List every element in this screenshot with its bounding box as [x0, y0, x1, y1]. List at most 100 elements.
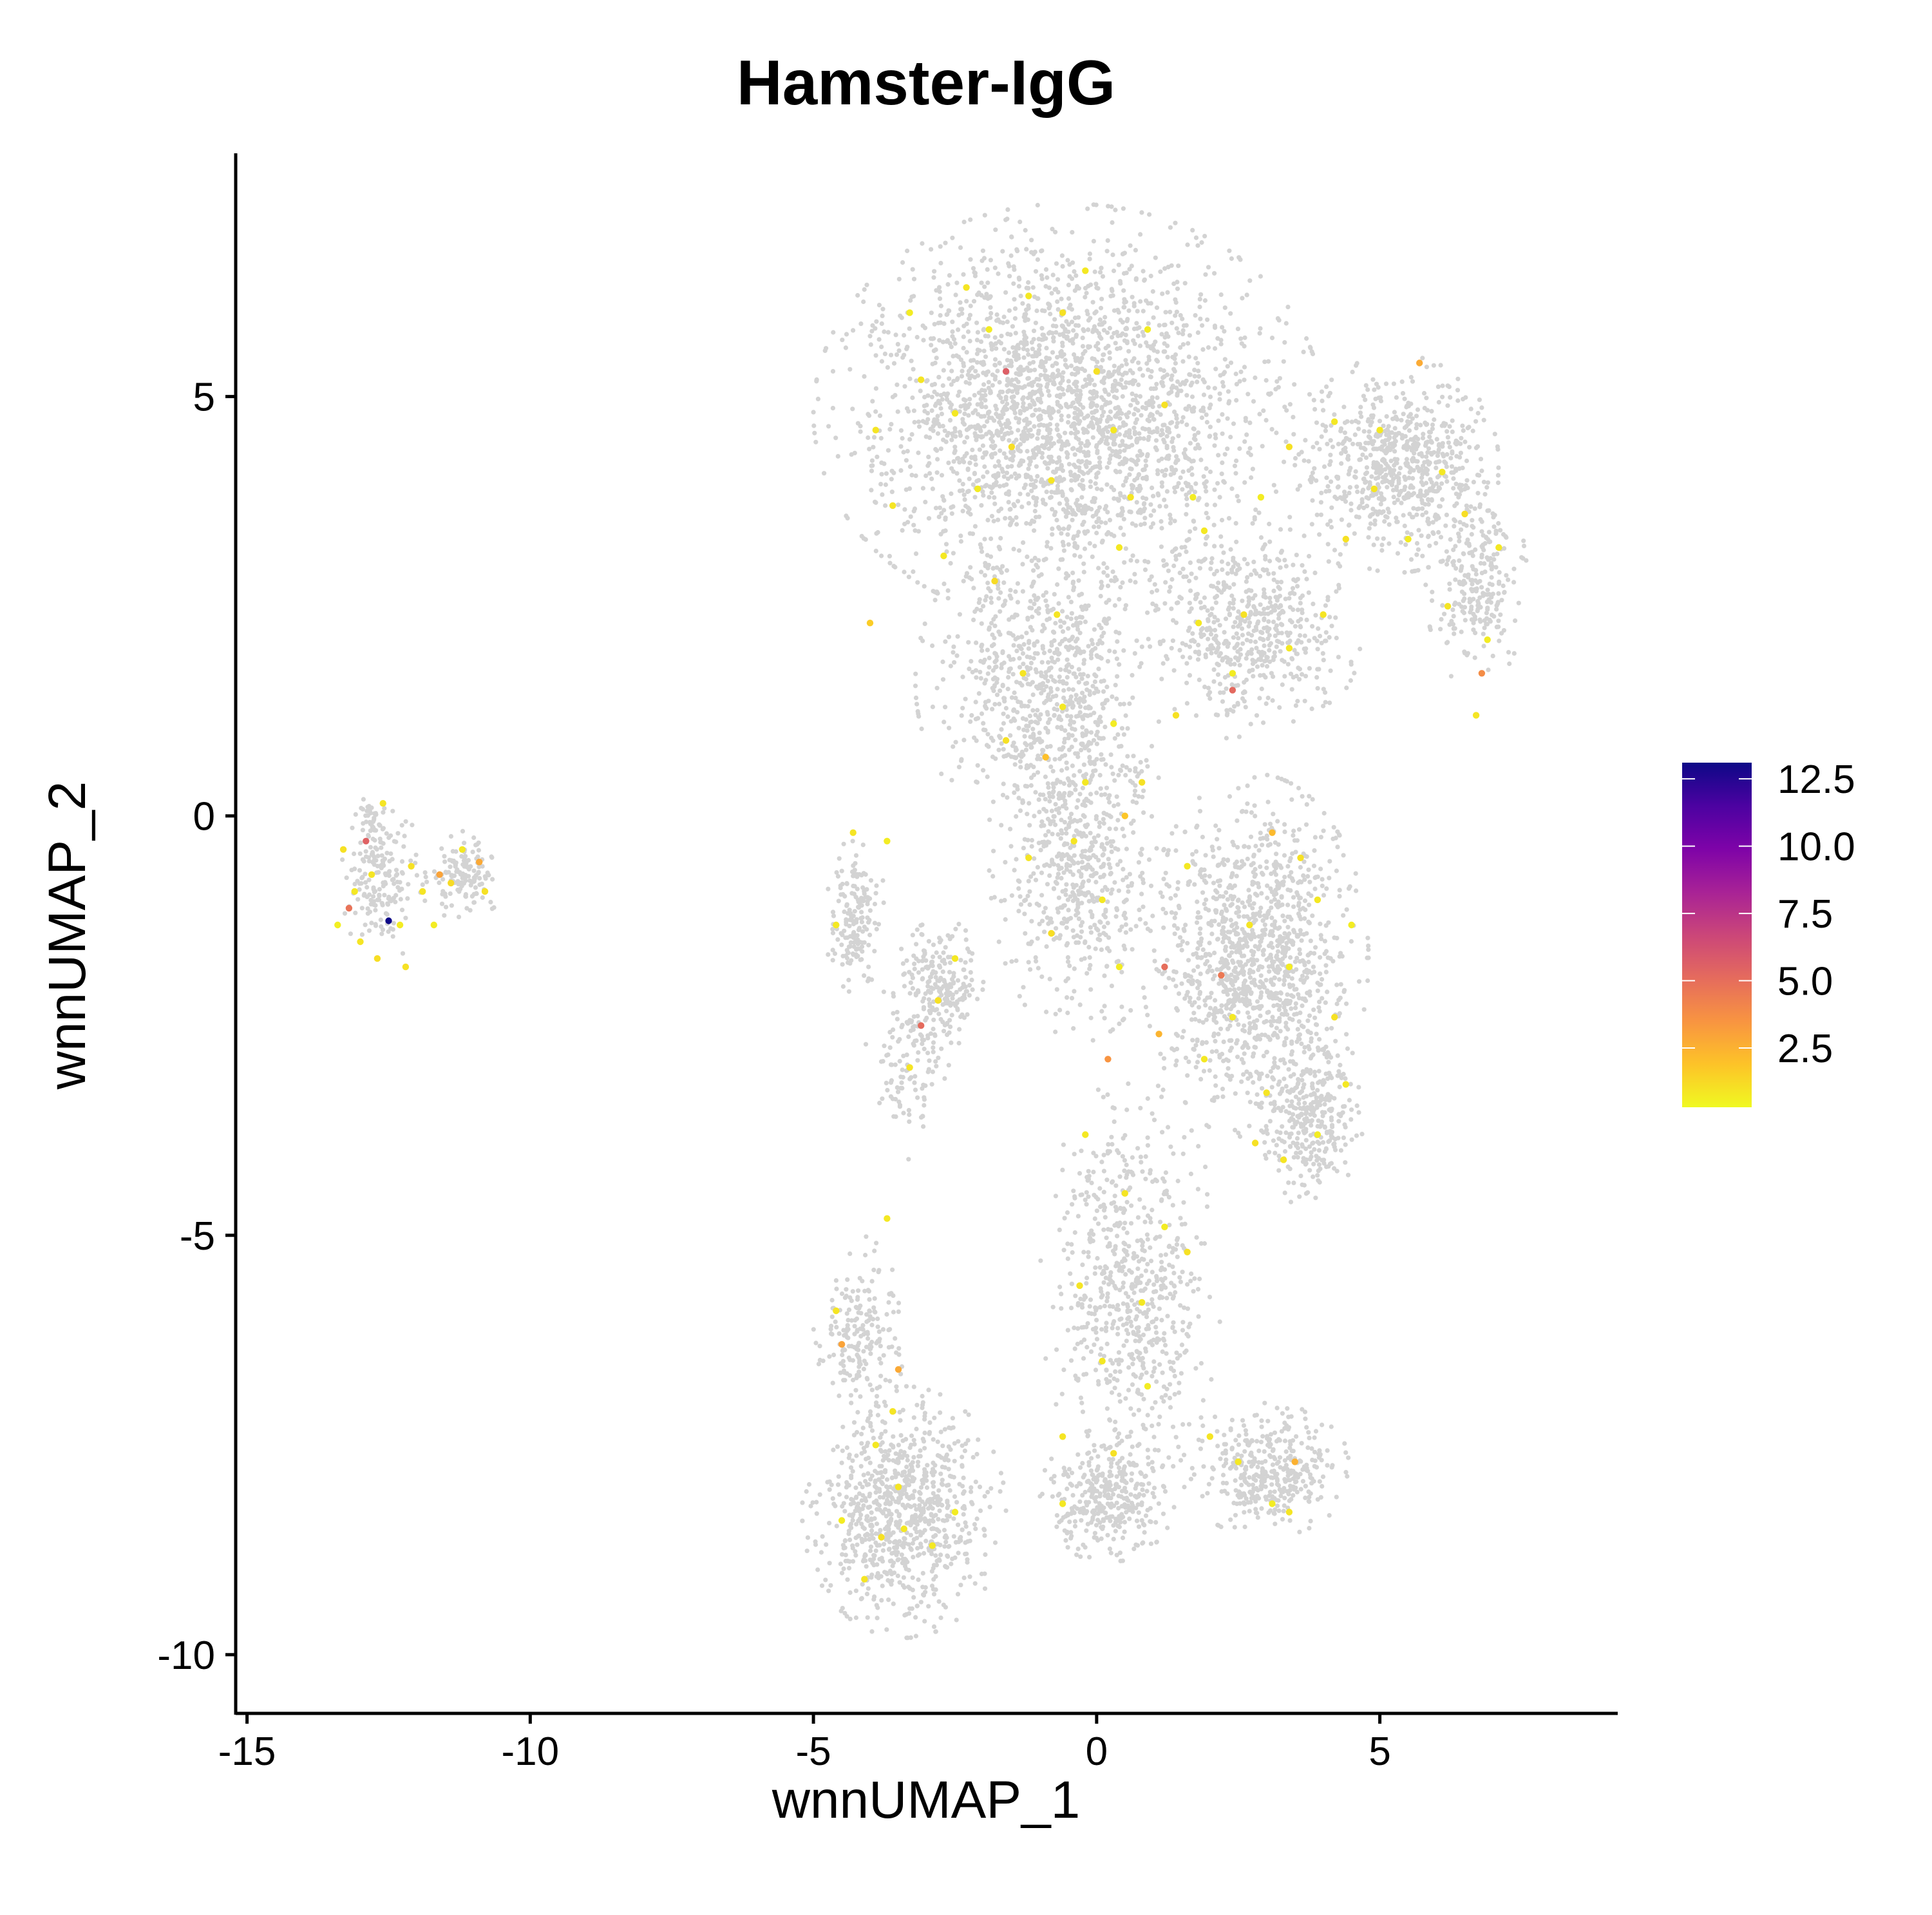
background-cell: [1175, 286, 1180, 291]
background-cell: [1304, 576, 1309, 582]
background-cell: [1009, 520, 1014, 526]
background-cell: [372, 815, 377, 821]
background-cell: [1487, 581, 1492, 587]
background-cell: [1344, 685, 1349, 691]
background-cell: [1135, 334, 1141, 339]
background-cell: [975, 330, 980, 335]
background-cell: [1020, 405, 1026, 410]
background-cell: [1329, 624, 1334, 629]
background-cell: [975, 716, 981, 721]
background-cell: [1206, 265, 1211, 270]
background-cell: [1177, 552, 1182, 557]
background-cell: [1370, 415, 1375, 420]
background-cell: [1130, 443, 1135, 448]
background-cell: [1114, 656, 1119, 662]
background-cell: [1353, 419, 1358, 424]
background-cell: [1361, 429, 1367, 434]
background-cell: [1283, 321, 1289, 326]
background-cell: [1011, 403, 1016, 409]
background-cell: [1451, 548, 1456, 553]
background-cell: [1224, 584, 1229, 589]
background-cell: [1253, 659, 1258, 664]
background-cell: [1164, 504, 1169, 509]
background-cell: [1011, 656, 1016, 662]
background-cell: [1120, 580, 1125, 586]
background-cell: [1292, 382, 1297, 387]
background-cell: [1455, 388, 1461, 393]
background-cell: [1298, 633, 1303, 638]
background-cell: [886, 448, 891, 453]
background-cell: [1267, 600, 1273, 605]
background-cell: [954, 377, 960, 383]
background-cell: [1099, 413, 1105, 419]
background-cell: [1410, 515, 1416, 520]
background-cell: [470, 850, 475, 855]
background-cell: [1059, 446, 1064, 452]
background-cell: [1327, 615, 1332, 620]
background-cell: [1106, 414, 1112, 419]
background-cell: [1123, 713, 1128, 718]
background-cell: [1151, 315, 1156, 320]
background-cell: [1076, 529, 1081, 535]
background-cell: [1103, 345, 1108, 351]
background-cell: [1025, 672, 1030, 678]
background-cell: [399, 859, 405, 864]
background-cell: [451, 858, 457, 864]
background-cell: [1215, 593, 1220, 599]
background-cell: [1195, 243, 1200, 248]
background-cell: [1441, 453, 1446, 459]
background-cell: [967, 338, 972, 344]
background-cell: [1157, 323, 1162, 328]
background-cell: [1280, 609, 1285, 614]
background-cell: [1114, 388, 1119, 394]
background-cell: [1157, 504, 1162, 509]
background-cell: [1059, 296, 1064, 301]
background-cell: [443, 904, 449, 910]
background-cell: [1215, 586, 1220, 591]
background-cell: [989, 536, 994, 542]
background-cell: [1038, 422, 1043, 428]
background-cell: [1242, 377, 1247, 383]
background-cell: [1151, 417, 1157, 422]
background-cell: [1457, 558, 1462, 564]
background-cell: [1492, 552, 1497, 557]
background-cell: [932, 269, 937, 274]
background-cell: [1000, 792, 1006, 797]
background-cell: [1282, 459, 1287, 464]
background-cell: [1341, 439, 1347, 444]
background-cell: [1160, 383, 1166, 388]
background-cell: [1086, 374, 1092, 379]
background-cell: [440, 877, 446, 882]
background-cell: [1092, 269, 1097, 274]
background-cell: [1279, 548, 1285, 554]
background-cell: [1085, 451, 1090, 456]
background-cell: [1094, 530, 1099, 536]
background-cell: [961, 422, 967, 427]
background-cell: [1070, 511, 1075, 517]
background-cell: [1047, 330, 1052, 335]
background-cell: [1217, 681, 1223, 687]
background-cell: [1353, 469, 1358, 474]
background-cell: [1264, 567, 1269, 573]
background-cell: [1035, 565, 1040, 570]
background-cell: [482, 874, 488, 879]
background-cell: [1138, 486, 1143, 491]
background-cell: [1197, 566, 1202, 571]
background-cell: [1009, 450, 1014, 455]
background-cell: [379, 845, 384, 850]
background-cell: [1121, 420, 1126, 425]
background-cell: [1217, 653, 1222, 658]
background-cell: [1492, 557, 1497, 562]
background-cell: [1042, 373, 1047, 378]
background-cell: [1033, 269, 1039, 274]
background-cell: [985, 580, 990, 586]
background-cell: [1202, 684, 1208, 689]
background-cell: [1107, 325, 1112, 331]
background-cell: [1184, 680, 1189, 685]
background-cell: [1130, 484, 1136, 489]
background-cell: [1329, 524, 1334, 530]
background-cell: [1249, 633, 1255, 638]
background-cell: [1143, 463, 1149, 468]
background-cell: [1479, 468, 1484, 473]
background-cell: [1205, 534, 1210, 539]
